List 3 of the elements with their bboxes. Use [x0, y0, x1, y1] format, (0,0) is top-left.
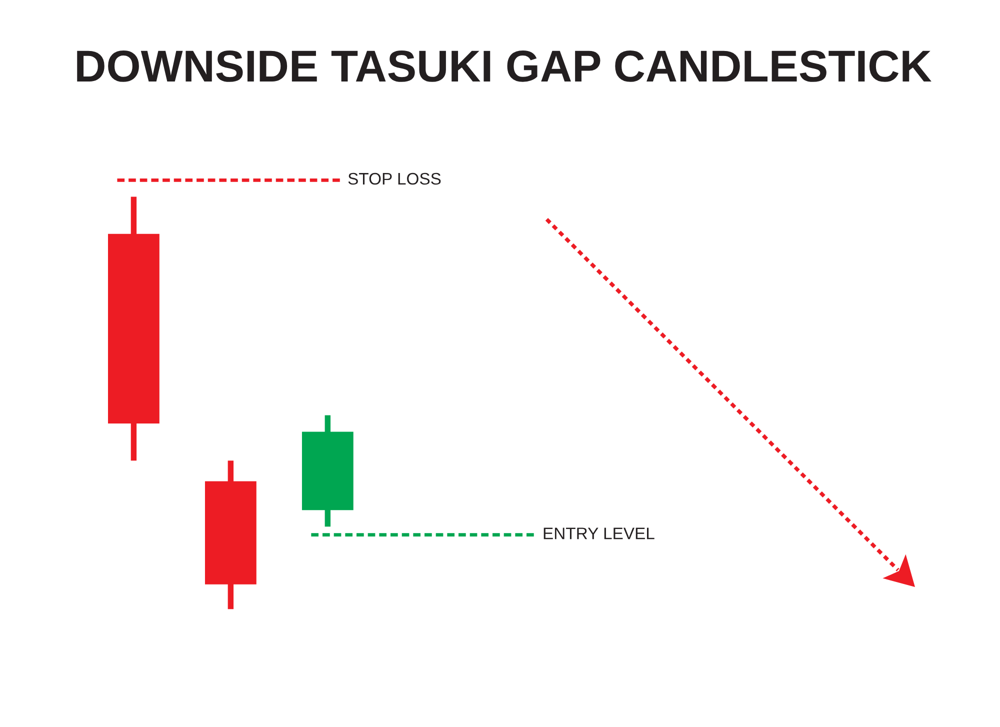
ref-line-label: ENTRY LEVEL: [544, 528, 654, 540]
ref-line-label: STOP LOSS: [348, 172, 441, 185]
text: DOWNSIDE TASUKI GAP CANDLESTICK: [77, 50, 932, 82]
